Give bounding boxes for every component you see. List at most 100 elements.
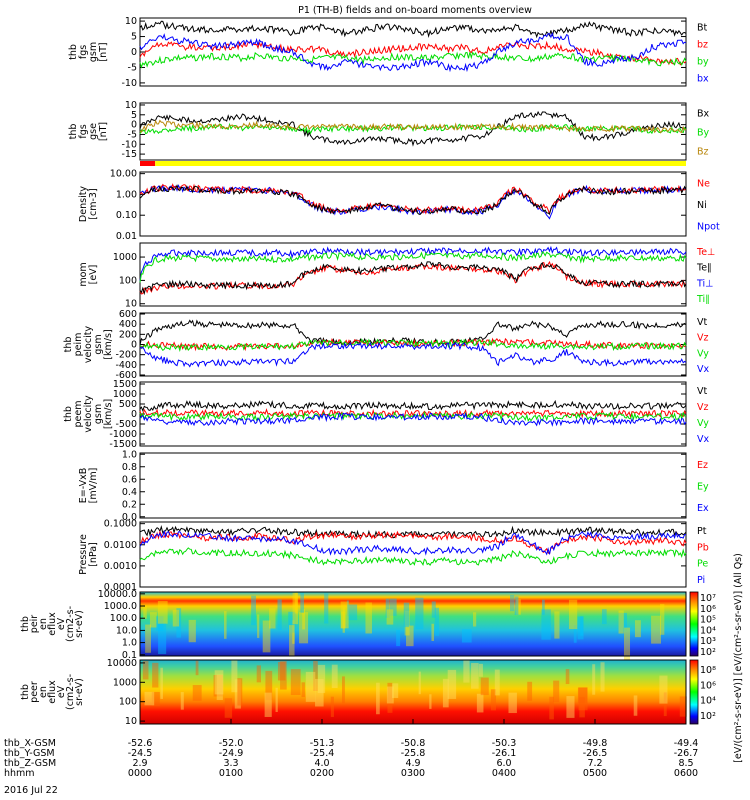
series-line-Vt <box>139 399 687 413</box>
spectrogram-texture <box>331 664 338 689</box>
spectrogram-texture <box>275 687 278 713</box>
y-label-line: sr-eV) <box>74 678 85 706</box>
spectrogram-texture <box>156 616 164 631</box>
x-tick-label: 0000 <box>128 768 152 779</box>
legend-Te∥: Te∥ <box>696 263 712 274</box>
spectrogram-texture <box>396 629 401 647</box>
y-label-line: eflux <box>47 680 58 704</box>
colorbar-lower <box>689 659 699 725</box>
y-tick-label: 0.4 <box>122 487 137 498</box>
spectrogram-texture <box>290 669 301 696</box>
colorbar-tick-label: 10² <box>700 711 716 722</box>
spectrogram-texture <box>527 681 533 701</box>
y-tick-label: 10.0 <box>116 625 137 636</box>
spectrogram-texture <box>618 612 627 632</box>
spectrogram-texture <box>214 670 224 695</box>
spectrogram-texture <box>317 664 326 694</box>
y-label-line: peim <box>73 333 84 357</box>
legend-Ex: Ex <box>697 503 709 514</box>
spectrogram-texture <box>592 664 596 695</box>
panel-frame <box>139 171 687 237</box>
colorbar-tick-label: 10⁷ <box>700 593 716 604</box>
spectrogram-texture <box>330 696 334 717</box>
spectrogram-texture <box>578 687 588 711</box>
y-label-line: velocity <box>83 395 94 433</box>
spectrogram-texture <box>340 601 349 629</box>
x-tick-label: -26.1 <box>492 748 517 759</box>
spectrogram-texture <box>192 685 202 701</box>
spectrogram-texture <box>541 609 551 640</box>
y-label-line: peer <box>29 681 40 703</box>
spectrogram-texture <box>429 694 432 709</box>
y-tick-label: 10 <box>125 716 137 727</box>
spectrogram-texture <box>434 607 440 636</box>
y-tick-label: 600 <box>119 309 137 320</box>
spectrogram-texture <box>404 610 410 636</box>
y-tick-label: 10.00 <box>110 169 137 180</box>
y-tick-label: 1500 <box>113 379 137 390</box>
y-label-line: eV <box>56 617 67 630</box>
spectrogram-texture <box>292 620 295 644</box>
legend-Pe: Pe <box>697 559 708 570</box>
y-label-line: thb <box>63 406 74 422</box>
y-tick-label: 10000 <box>107 658 137 669</box>
spectrogram-texture <box>151 692 160 707</box>
y-tick-label: 0.01 <box>116 231 137 242</box>
x-tick-label: -49.8 <box>583 738 608 749</box>
y-tick-label: -10 <box>121 139 137 150</box>
legend-Pt: Pt <box>697 526 707 537</box>
spectrogram-fill <box>140 660 686 724</box>
spectrogram-texture <box>143 605 147 619</box>
legend-Npot: Npot <box>697 221 720 232</box>
legend-Vx: Vx <box>697 434 709 445</box>
spectrogram-texture <box>142 660 149 680</box>
y-tick-label: 10 <box>125 299 137 310</box>
x-tick-label: -25.4 <box>310 748 335 759</box>
y-tick-label: 1.0 <box>122 638 137 649</box>
y-label-line: E=-VxB <box>78 468 89 503</box>
legend-Ti⊥: Ti⊥ <box>696 278 713 289</box>
x-tick-label: 0100 <box>219 768 243 779</box>
spectrogram-texture <box>180 692 184 710</box>
series-line-Vx <box>139 412 687 427</box>
spectrogram-texture <box>176 608 182 638</box>
instrument-mode-bar <box>140 161 686 166</box>
colorbar-label-text: [eV/(cm²-s-sr-eV)] [eV/(cm²-s-sr-eV)] (A… <box>733 553 744 763</box>
x-tick-label: -26.7 <box>674 748 699 759</box>
y-label-line: gsm <box>93 334 104 354</box>
y-label-line: peem <box>73 401 84 428</box>
y-label-line: thb <box>20 684 31 700</box>
y-label-line: (cm2-s- <box>65 674 76 710</box>
spectrogram-texture <box>264 692 272 717</box>
y-tick-label: 0.1 <box>122 650 137 661</box>
colorbar-tick-label: 10⁸ <box>700 665 716 676</box>
series-line-Bt <box>139 20 687 39</box>
x-row-label: hhmm <box>4 768 35 779</box>
y-label-line: [eV] <box>88 265 99 285</box>
x-tick-label: -52.6 <box>128 738 153 749</box>
spectrogram-texture <box>188 619 196 643</box>
legend-Bt: Bt <box>697 23 708 34</box>
y-tick-label: 0.0001 <box>104 582 137 593</box>
y-label-line: en <box>38 686 49 698</box>
series-line-Te⊥ <box>139 260 687 295</box>
y-label-line: velocity <box>83 326 94 364</box>
series-line-Ti∥ <box>139 251 687 283</box>
y-axis-label: Pressure [nPa] <box>78 534 99 575</box>
spectrogram-texture <box>516 599 521 615</box>
legend-Bx: Bx <box>697 109 710 120</box>
spectrogram-texture <box>262 620 271 653</box>
spectrogram-texture <box>476 693 484 713</box>
spectrogram-texture <box>633 695 638 716</box>
y-axis-label: thb fgs gsm [nT] <box>68 42 109 62</box>
y-tick-label: 1.0 <box>122 449 137 460</box>
x-tick-label: -49.4 <box>674 738 699 749</box>
spectrogram-texture <box>224 698 233 718</box>
spectrogram-texture <box>510 595 515 612</box>
spectrogram-texture <box>265 670 273 701</box>
legend-Vt: Vt <box>697 386 707 397</box>
mode-bar-segment <box>155 161 686 166</box>
y-tick-label: 1000 <box>113 252 137 263</box>
